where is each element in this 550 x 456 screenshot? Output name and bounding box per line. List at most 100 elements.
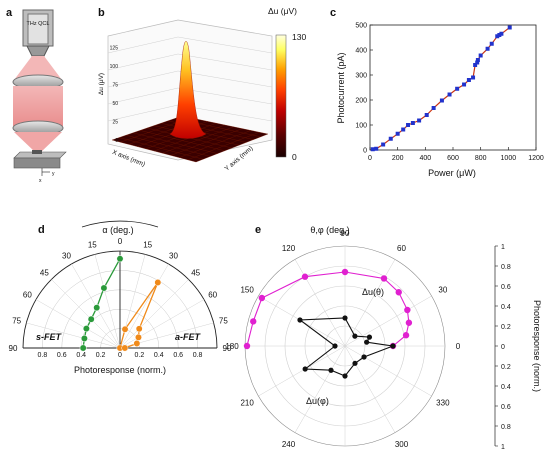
data-point bbox=[80, 335, 88, 342]
mesh-line bbox=[170, 128, 243, 156]
data-point bbox=[471, 75, 476, 80]
data-point bbox=[352, 360, 358, 366]
grid-line-left bbox=[107, 70, 179, 88]
grid-line-back bbox=[177, 70, 273, 88]
x-tick-label: 400 bbox=[419, 155, 431, 162]
radial-tick-label: 0.2 bbox=[501, 324, 511, 331]
y-tick-label: 200 bbox=[355, 98, 367, 105]
angle-spoke bbox=[344, 295, 432, 347]
data-point bbox=[497, 33, 502, 37]
data-point bbox=[439, 98, 444, 103]
y-tick-label: 300 bbox=[355, 73, 367, 80]
data-point bbox=[374, 146, 379, 151]
z-axis-ticks: 0 25 50 75 100 125 bbox=[110, 46, 119, 145]
colorbar-title: Δu (μV) bbox=[268, 6, 297, 16]
data-point bbox=[402, 332, 410, 339]
data-point bbox=[364, 339, 370, 345]
series-line bbox=[246, 271, 410, 347]
radial-axis-label: Photoresponse (norm.) bbox=[532, 300, 542, 392]
data-point bbox=[380, 275, 388, 282]
angle-arc-arrow bbox=[81, 220, 159, 228]
angle-tick-label: 45 bbox=[191, 268, 200, 277]
panel-label-e: e bbox=[255, 224, 261, 236]
angle-tick-label: 30 bbox=[62, 251, 71, 260]
data-point bbox=[404, 306, 411, 314]
data-point bbox=[100, 284, 108, 292]
angle-tick-label: 210 bbox=[240, 399, 254, 408]
radial-tick-label: 0.6 bbox=[173, 352, 183, 359]
angle-spoke bbox=[294, 345, 346, 433]
angle-tick-label: 30 bbox=[169, 251, 178, 260]
data-point bbox=[133, 340, 141, 347]
radial-tick-label: 0.4 bbox=[154, 352, 164, 359]
radial-tick-label: 0.2 bbox=[501, 364, 511, 371]
grid-line-back bbox=[177, 87, 273, 105]
angle-axis-label: θ,φ (deg.) bbox=[310, 225, 349, 235]
radial-tick-label: 0.2 bbox=[96, 352, 106, 359]
radial-tick-label: 0 bbox=[118, 352, 122, 359]
data-point bbox=[499, 31, 504, 36]
surface-mesh bbox=[111, 115, 269, 163]
data-point bbox=[87, 315, 95, 323]
panel-label-c: c bbox=[330, 7, 336, 19]
data-point bbox=[478, 53, 483, 58]
data-point bbox=[342, 373, 348, 379]
x-tick-label: 800 bbox=[475, 155, 487, 162]
z-axis-label: Δu (μV) bbox=[98, 73, 105, 95]
angle-tick-label: 60 bbox=[208, 291, 217, 300]
z-tick-label: 100 bbox=[110, 64, 119, 70]
y-tick-label: 100 bbox=[355, 123, 367, 130]
data-point bbox=[82, 325, 90, 333]
beam-focus bbox=[14, 132, 62, 152]
y-tick-label: 500 bbox=[355, 23, 367, 30]
polar-series bbox=[79, 255, 162, 352]
data-point bbox=[301, 273, 309, 280]
data-point bbox=[410, 121, 415, 125]
z-tick-label: 25 bbox=[112, 120, 118, 126]
polar-grid: 0 15 30 45 60 75 90 15 30 45 60 75 90 0.8 0.6 0.4 0.2 0 0.… bbox=[9, 220, 232, 359]
legend-sfet: s-FET bbox=[36, 332, 63, 342]
angle-spoke bbox=[344, 345, 396, 433]
data-point bbox=[135, 325, 143, 333]
panel-label-b: b bbox=[98, 7, 105, 19]
grid-line-back bbox=[177, 36, 273, 54]
data-point bbox=[424, 113, 429, 117]
beam-middle bbox=[13, 86, 63, 126]
qcl-window bbox=[27, 13, 49, 45]
radial-tick-label: 0.6 bbox=[501, 404, 511, 411]
radial-tick-label: 0.4 bbox=[76, 352, 86, 359]
mesh-line bbox=[195, 133, 269, 163]
data-point bbox=[485, 46, 490, 51]
radial-tick-label: 0.2 bbox=[135, 352, 145, 359]
radial-tick-label: 0.8 bbox=[193, 352, 203, 359]
surface-floor bbox=[112, 116, 268, 162]
angle-tick-label: 60 bbox=[397, 244, 406, 253]
data-point bbox=[388, 136, 393, 141]
angle-tick-label: 90 bbox=[341, 229, 350, 238]
angle-spoke bbox=[35, 299, 121, 349]
data-point bbox=[395, 289, 402, 296]
angle-spoke bbox=[294, 259, 346, 347]
data-point bbox=[475, 60, 480, 65]
axis-label-y: y bbox=[52, 171, 55, 177]
colorbar-min: 0 bbox=[292, 152, 297, 162]
data-point bbox=[121, 344, 129, 352]
data-point bbox=[395, 131, 400, 136]
device bbox=[32, 150, 42, 154]
series-markers bbox=[370, 25, 512, 152]
grid-line-left bbox=[107, 87, 179, 105]
data-point bbox=[447, 92, 452, 97]
data-point bbox=[93, 304, 101, 312]
angle-tick-label: 300 bbox=[395, 440, 409, 449]
data-point bbox=[473, 63, 478, 67]
data-point bbox=[258, 294, 266, 302]
qcl-label: THz QCL bbox=[27, 21, 50, 27]
angle-spoke bbox=[119, 279, 189, 349]
panel-c: c 0 200 400 600 800 1000 12000100200300400500 … bbox=[330, 7, 544, 178]
x-tick-label: 1000 bbox=[501, 155, 517, 162]
axis-label-x: x bbox=[39, 178, 42, 184]
data-point bbox=[361, 354, 367, 360]
legend-theta: Δu(θ) bbox=[362, 287, 384, 297]
polar-grid: 030609012015018021024027030033010.80.60.… bbox=[225, 229, 511, 456]
